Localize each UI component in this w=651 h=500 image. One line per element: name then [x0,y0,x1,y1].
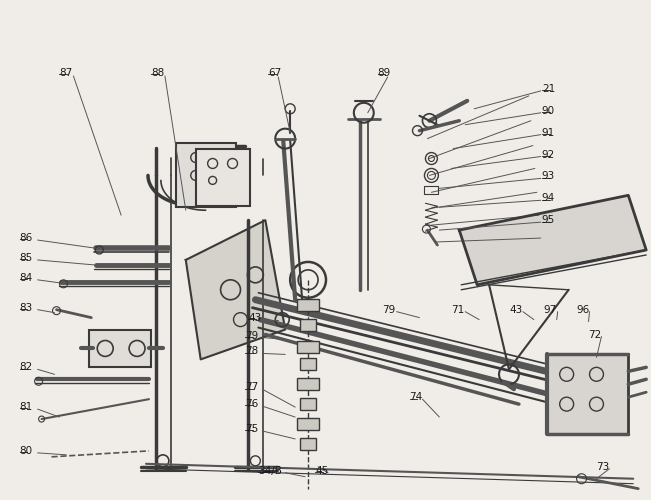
Text: 97: 97 [544,304,557,314]
Text: 80: 80 [20,446,33,456]
Bar [300,358,316,370]
Text: 88: 88 [151,68,164,78]
Polygon shape [459,196,646,285]
Bar [424,186,438,194]
Text: 45: 45 [315,466,328,476]
Text: 81: 81 [20,402,33,412]
Text: 77: 77 [245,382,258,392]
Bar [89,330,151,368]
Text: 78: 78 [245,346,258,356]
Text: 92: 92 [542,150,555,160]
Text: 43: 43 [249,312,262,322]
Text: 79: 79 [381,304,395,314]
Text: 91: 91 [542,128,555,138]
Bar [547,354,628,434]
Text: 86: 86 [20,233,33,243]
Text: 74: 74 [409,392,422,402]
Text: 96: 96 [577,304,590,314]
Text: 82: 82 [20,362,33,372]
Text: 83: 83 [20,302,33,312]
Text: 72: 72 [589,330,602,340]
Bar [297,342,319,353]
Text: 67: 67 [268,68,282,78]
Bar [297,378,319,390]
Bar [176,142,236,207]
Bar [300,318,316,330]
Text: 76: 76 [245,399,258,409]
Text: 71: 71 [451,304,465,314]
Text: 73: 73 [596,462,610,472]
Text: 87: 87 [59,68,73,78]
Text: 75: 75 [245,424,258,434]
Text: 90: 90 [542,106,555,116]
Text: 21: 21 [542,84,555,94]
Text: 79: 79 [245,330,258,340]
Bar [300,398,316,410]
Bar [196,148,251,206]
Bar [300,438,316,450]
Text: 89: 89 [378,68,391,78]
Polygon shape [186,220,285,360]
Text: 43: 43 [509,304,522,314]
Text: 94: 94 [542,194,555,203]
Text: 93: 93 [542,172,555,181]
Text: 95: 95 [542,215,555,225]
Text: 85: 85 [20,253,33,263]
Bar [297,418,319,430]
Bar [297,298,319,310]
Text: 34/B: 34/B [258,466,283,476]
Text: 84: 84 [20,273,33,283]
